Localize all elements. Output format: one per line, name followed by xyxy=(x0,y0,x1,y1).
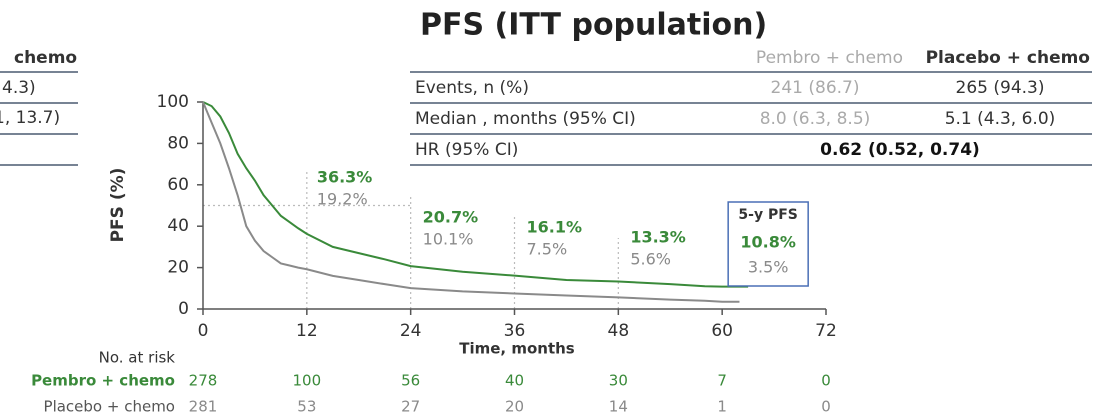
annotation-label: 16.1% xyxy=(527,218,583,237)
x-tick-label: 12 xyxy=(296,321,318,341)
risk-count: 27 xyxy=(401,398,420,416)
risk-count: 7 xyxy=(717,372,727,390)
annotation-label: 13.3% xyxy=(630,228,686,247)
x-tick-label: 72 xyxy=(815,321,837,341)
row-label: Events, n (%) xyxy=(415,78,529,98)
annotation-label: 19.2% xyxy=(317,190,368,209)
cell: 0.62 (0.52, 0.74) xyxy=(820,140,980,160)
cell: 265 (94.3) xyxy=(956,78,1045,98)
cell: 8.0 (6.3, 8.5) xyxy=(760,109,871,129)
risk-count: 20 xyxy=(505,398,524,416)
annotation-label: 3.5% xyxy=(748,258,789,277)
survival-curve xyxy=(202,101,740,303)
risk-count: 40 xyxy=(505,372,524,390)
risk-count: 100 xyxy=(293,372,322,390)
x-tick-label: 48 xyxy=(608,321,630,341)
column-header: Placebo + chemo xyxy=(926,48,1090,68)
risk-count: 0 xyxy=(821,372,831,390)
y-tick-label: 0 xyxy=(178,299,189,319)
cell: 5.1 (4.3, 6.0) xyxy=(945,109,1056,129)
x-tick-label: 60 xyxy=(711,321,733,341)
survival-curve xyxy=(202,101,749,288)
column-header: Pembro + chemo xyxy=(756,48,903,68)
risk-count: 14 xyxy=(609,398,628,416)
row-label: HR (95% CI) xyxy=(415,140,518,160)
annotation-label: 5.6% xyxy=(630,250,671,269)
annotation-box xyxy=(727,201,809,287)
cropped-text: 4.3) xyxy=(2,78,36,98)
annotation-label: 20.7% xyxy=(423,208,479,227)
y-axis-label: PFS (%) xyxy=(108,168,128,243)
risk-count: 281 xyxy=(189,398,218,416)
risk-count: 1 xyxy=(717,398,727,416)
x-tick-label: 36 xyxy=(504,321,526,341)
y-tick-label: 100 xyxy=(157,92,189,112)
risk-count: 278 xyxy=(189,372,218,390)
annotation-label: 10.1% xyxy=(423,230,474,249)
risk-count: 30 xyxy=(609,372,628,390)
annotation-label: 7.5% xyxy=(527,240,568,259)
x-axis-label: Time, months xyxy=(459,340,575,358)
risk-count: 56 xyxy=(401,372,420,390)
annotation-label: 36.3% xyxy=(317,168,373,187)
table-title: PFS (ITT population) xyxy=(420,8,767,43)
risk-count: 0 xyxy=(821,398,831,416)
y-tick-label: 60 xyxy=(167,175,189,195)
annotation-title: 5-y PFS xyxy=(738,207,797,223)
y-tick-label: 20 xyxy=(167,258,189,278)
x-tick-label: 0 xyxy=(198,321,209,341)
risk-row-name: Placebo + chemo xyxy=(44,398,175,416)
y-tick-label: 40 xyxy=(167,216,189,236)
cell: 241 (86.7) xyxy=(771,78,860,98)
risk-title: No. at risk xyxy=(99,349,176,367)
risk-count: 53 xyxy=(297,398,316,416)
cropped-text: chemo xyxy=(14,48,77,68)
cropped-text: 1, 13.7) xyxy=(0,108,60,128)
y-tick-label: 80 xyxy=(167,133,189,153)
annotation-label: 10.8% xyxy=(740,233,796,252)
x-tick-label: 24 xyxy=(400,321,422,341)
risk-row-name: Pembro + chemo xyxy=(31,372,175,390)
row-label: Median , months (95% CI) xyxy=(415,109,636,129)
